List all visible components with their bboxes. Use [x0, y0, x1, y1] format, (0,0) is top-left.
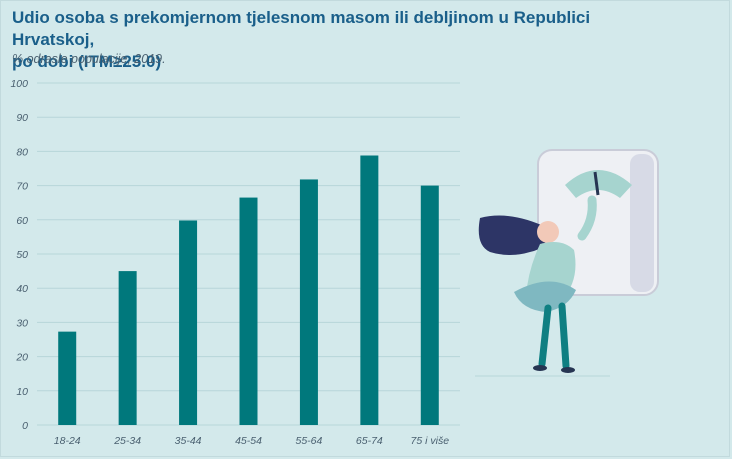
x-tick-label: 25-34 [113, 435, 141, 447]
bar-chart: 0 10 20 30 40 50 60 70 80 90 100 18-24 25-34 35-44 45… [10, 78, 460, 447]
chart-title-line-1: Udio osoba s prekomjernom tjelesnom maso… [12, 8, 591, 49]
y-tick-label: 80 [16, 146, 28, 158]
x-axis-tick-labels: 18-24 25-34 35-44 45-54 55-64 65-74 75 i više [54, 435, 449, 447]
y-axis-tick-labels: 0 10 20 30 40 50 60 70 80 90 100 [10, 78, 28, 432]
y-tick-label: 10 [16, 386, 28, 398]
x-tick-label: 18-24 [54, 435, 81, 447]
x-tick-label: 75 i više [411, 435, 450, 447]
bar-18-24 [58, 331, 77, 425]
y-tick-label: 60 [16, 215, 28, 227]
y-tick-label: 30 [16, 317, 28, 329]
y-tick-label: 90 [16, 112, 28, 124]
y-tick-label: 20 [15, 352, 28, 364]
x-tick-label: 55-64 [295, 435, 322, 447]
y-tick-label: 50 [16, 249, 28, 261]
y-tick-label: 40 [16, 283, 28, 295]
x-tick-label: 65-74 [356, 435, 383, 447]
woman-weighing-scale-icon [475, 149, 659, 377]
y-tick-label: 100 [10, 78, 28, 90]
bar-25-34 [118, 271, 137, 425]
chart-title: Udio osoba s prekomjernom tjelesnom maso… [12, 7, 652, 73]
x-tick-label: 45-54 [235, 435, 262, 447]
bar-55-64 [299, 179, 318, 425]
y-tick-label: 0 [22, 420, 28, 432]
bar-75-i-više [420, 185, 439, 425]
x-tick-label: 35-44 [175, 435, 202, 447]
chart-title-line-2: po dobi (ITM≥25.0) [12, 52, 162, 71]
bar-35-44 [179, 220, 198, 425]
bars [58, 155, 439, 425]
bar-45-54 [239, 197, 258, 425]
bar-65-74 [360, 155, 379, 425]
chart-subtitle: % odrasle populacije, 2019. [12, 52, 166, 66]
y-tick-label: 70 [16, 181, 28, 193]
